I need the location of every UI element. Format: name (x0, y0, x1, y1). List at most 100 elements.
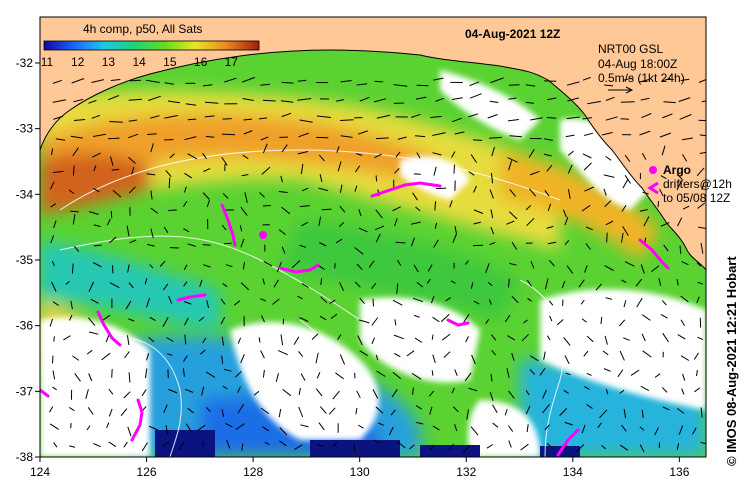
colorbar-title: 4h comp, p50, All Sats (83, 22, 202, 36)
current-vector (163, 404, 168, 413)
current-vector (443, 351, 451, 358)
current-vector (504, 314, 511, 323)
current-vector (623, 408, 627, 419)
current-vector (397, 441, 406, 449)
current-vector (237, 337, 242, 344)
current-vector (415, 206, 421, 212)
colorbar-tick-label: 11 (41, 55, 54, 69)
current-vector (427, 264, 433, 272)
current-vector (394, 353, 401, 358)
colorbar-tick-label: 12 (71, 55, 85, 69)
current-vector (468, 113, 479, 118)
current-vector (451, 387, 455, 394)
colorbar-tick-label: 13 (102, 55, 116, 69)
current-vector (556, 319, 564, 326)
current-vectors (49, 76, 706, 454)
current-vector (262, 205, 271, 207)
current-vector (141, 442, 148, 452)
current-vector (449, 200, 453, 208)
current-vector (605, 297, 613, 300)
current-vector (71, 263, 74, 274)
current-vector (509, 189, 517, 197)
current-vector (618, 319, 626, 327)
current-vector (621, 232, 624, 243)
current-vector (660, 313, 668, 319)
current-vector (603, 368, 611, 372)
current-vector (166, 353, 173, 356)
current-vector (201, 386, 205, 396)
current-vector (511, 241, 518, 250)
current-vector (93, 133, 106, 137)
current-vector (258, 337, 261, 343)
current-vector (53, 220, 57, 229)
current-vector (397, 259, 402, 266)
current-vector (697, 281, 704, 285)
current-vector (567, 189, 571, 199)
current-vector (372, 298, 374, 307)
current-vector (147, 133, 157, 135)
current-vector (489, 242, 496, 246)
current-vector (260, 83, 270, 86)
current-vector (123, 391, 131, 399)
current-vector (454, 225, 457, 234)
current-vector (392, 299, 403, 306)
current-vector (89, 211, 99, 215)
current-vector (642, 191, 649, 195)
current-vector (661, 145, 666, 156)
current-vector (202, 264, 211, 268)
current-vector (562, 209, 567, 218)
current-vector (291, 260, 301, 269)
current-vector (411, 372, 422, 380)
current-vector (520, 443, 529, 451)
current-vector (222, 118, 232, 120)
current-vector (453, 164, 455, 174)
current-vector (107, 95, 120, 101)
current-vector (109, 282, 120, 289)
current-vector (660, 175, 667, 180)
current-vector (582, 76, 591, 81)
current-vector (243, 130, 253, 135)
current-vector (435, 97, 444, 102)
current-vector (357, 335, 363, 346)
x-tick-label: 126 (137, 465, 157, 479)
current-vector (110, 79, 121, 81)
current-vector (641, 333, 646, 342)
current-vector (619, 444, 629, 451)
current-vector (108, 408, 113, 417)
current-vector (563, 337, 571, 346)
current-vector (622, 178, 629, 189)
current-vector (393, 84, 408, 87)
current-vector (223, 368, 232, 372)
current-vector (353, 443, 356, 452)
current-vector (199, 279, 203, 287)
current-vector (469, 81, 480, 87)
current-vector (491, 146, 495, 157)
current-vector (280, 100, 294, 103)
current-vector (126, 225, 130, 237)
current-vector (431, 370, 434, 376)
current-vector (278, 408, 282, 418)
current-vector (395, 151, 401, 158)
current-vector (415, 96, 427, 100)
current-vector (539, 367, 546, 376)
current-vector (548, 300, 554, 306)
current-vector (375, 175, 378, 182)
current-vector (120, 408, 128, 417)
current-vector (372, 389, 379, 399)
current-vector (657, 200, 660, 208)
current-vector (639, 444, 645, 453)
current-vector (426, 278, 431, 284)
current-vector (490, 334, 497, 341)
y-tick-label: -34 (16, 187, 34, 201)
current-vector (198, 316, 205, 322)
current-vector (128, 98, 143, 101)
current-vector (336, 99, 345, 102)
current-vector (640, 97, 650, 101)
current-vector (371, 317, 379, 326)
argo-label: Argo (663, 163, 691, 177)
current-vector (635, 278, 643, 287)
x-tick-label: 128 (243, 465, 263, 479)
current-vector (301, 221, 309, 227)
current-vector (197, 424, 206, 431)
current-vector (375, 354, 379, 361)
